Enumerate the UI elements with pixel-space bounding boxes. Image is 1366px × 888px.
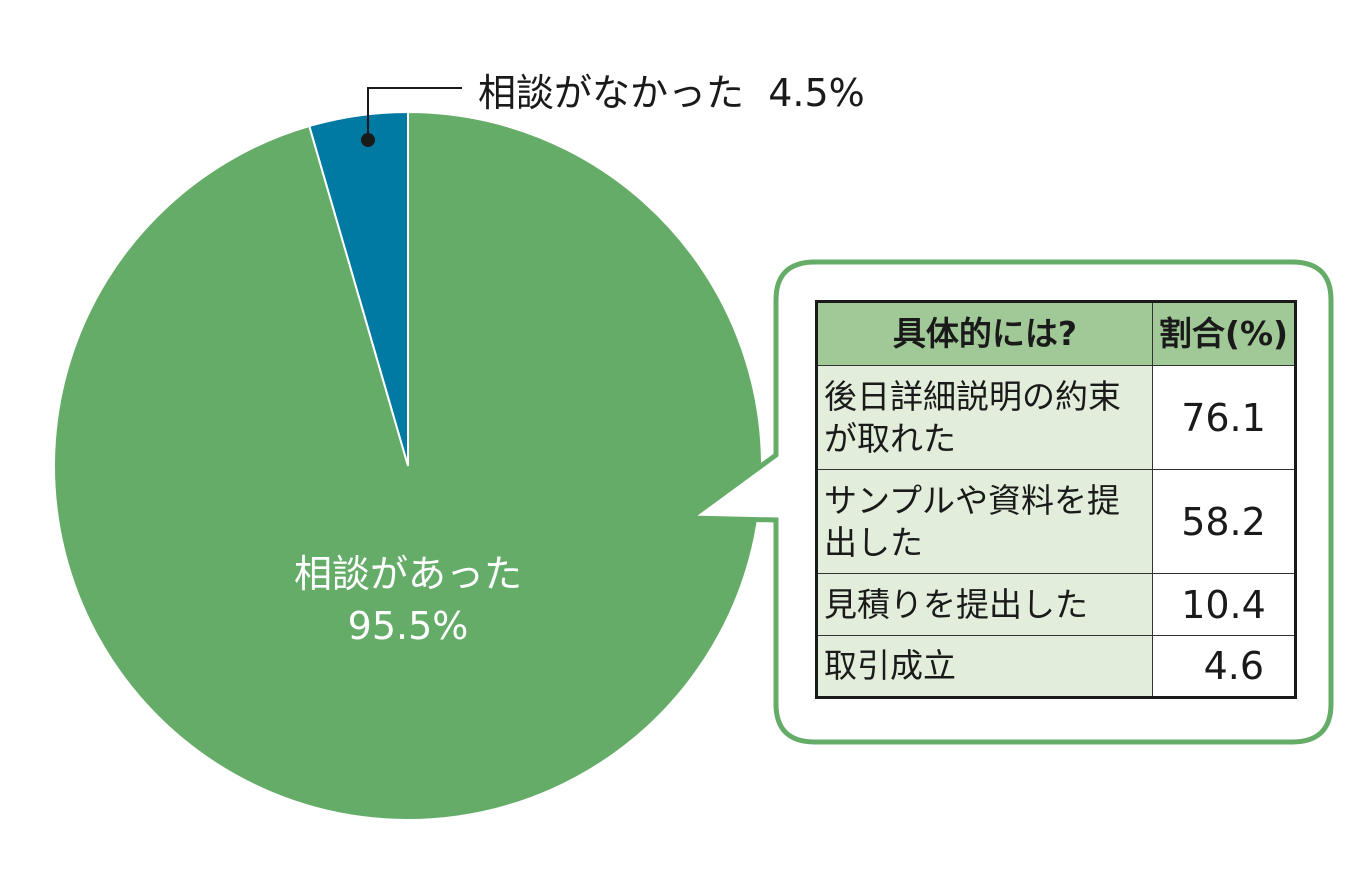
detail-table: 具体的には? 割合(%) 後日詳細説明の約束が取れた 76.1 サンプルや資料を提… [815,300,1297,699]
header-ratio: 割合(%) [1152,301,1296,366]
header-detail: 具体的には? [816,301,1153,366]
table-row: 取引成立 4.6 [816,635,1296,698]
row-label: 取引成立 [816,635,1153,698]
row-label: 後日詳細説明の約束が取れた [816,365,1153,470]
leader-dot [361,133,375,147]
row-label: サンプルや資料を提出した [816,469,1153,574]
row-value: 10.4 [1152,573,1296,636]
pie-slice-1 [53,110,763,821]
row-value: 58.2 [1152,469,1296,574]
table-header-row: 具体的には? 割合(%) [816,301,1296,366]
row-value: 76.1 [1152,365,1296,470]
row-label: 見積りを提出した [816,573,1153,636]
row-value: 4.6 [1152,635,1296,698]
table-row: 後日詳細説明の約束が取れた 76.1 [816,365,1296,470]
leader-line [367,87,462,140]
slice-label-no-consultation: 相談がなかった 4.5% [478,71,865,115]
table-row: 見積りを提出した 10.4 [816,573,1296,636]
slice-label-consultation: 相談があった 95.5% [293,552,522,648]
table-row: サンプルや資料を提出した 58.2 [816,469,1296,574]
